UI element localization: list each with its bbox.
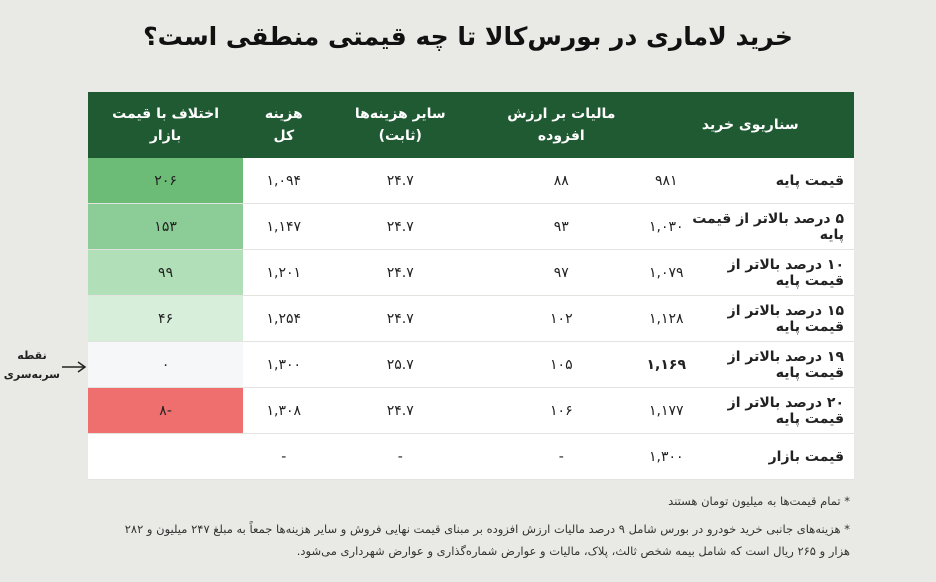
cell: - [476, 433, 647, 480]
header-cell: سناریوی خرید [646, 92, 854, 158]
row-label: ۵ درصد بالاتر از قیمت پایه [686, 203, 854, 250]
header-cell: مالیات بر ارزش افزوده [476, 92, 647, 158]
cell: - [324, 433, 477, 480]
table-header: سناریوی خرید مالیات بر ارزش افزوده سایر هز… [88, 92, 854, 158]
cell: ۱,۰۹۴ [243, 158, 325, 204]
row-label: قیمت پایه [686, 158, 854, 204]
table: سناریوی خرید مالیات بر ارزش افزوده سایر هز… [88, 92, 854, 480]
cell: ۲۴.۷ [324, 387, 477, 434]
cell: ۱۰۵ [476, 341, 647, 388]
cell: ۹۸۱ [646, 158, 686, 204]
row-label: ۱۵ درصد بالاتر از قیمت پایه [686, 295, 854, 342]
cell: ۲۴.۷ [324, 249, 477, 296]
header-cell: اختلاف با قیمت بازار [88, 92, 244, 158]
cell: ۱,۳۰۰ [646, 433, 686, 480]
cell: ۱,۲۵۴ [243, 295, 325, 342]
cell: ۲۴.۷ [324, 203, 477, 250]
header-cell: سایر هزینه‌ها (ثابت) [324, 92, 477, 158]
cell: ۱,۱۶۹ [646, 341, 686, 388]
table-body: قیمت پایه ۹۸۱ ۸۸ ۲۴.۷ ۱,۰۹۴ ۲۰۶ ۵ درصد بالاتر … [88, 158, 854, 480]
cell: ۱,۰۳۰ [646, 203, 686, 250]
table-row: قیمت پایه ۹۸۱ ۸۸ ۲۴.۷ ۱,۰۹۴ ۲۰۶ [88, 158, 854, 204]
table-row: ۱۹ درصد بالاتر از قیمت پایه ۱,۱۶۹ ۱۰۵ ۲۵.۷ ۱… [88, 341, 854, 388]
cell: ۰ [88, 341, 244, 388]
cell: ۲۰۶ [88, 158, 244, 204]
row-label: ۱۰ درصد بالاتر از قیمت پایه [686, 249, 854, 296]
cell: ۱,۲۰۱ [243, 249, 325, 296]
annotation: نقطه سربه‌سری [3, 349, 60, 381]
cell: -۸ [88, 387, 244, 434]
cell: ۲۵.۷ [324, 341, 477, 388]
row-label: ۲۰ درصد بالاتر از قیمت پایه [686, 387, 854, 434]
row-label: ۱۹ درصد بالاتر از قیمت پایه [686, 341, 854, 388]
annotation-arrow [62, 361, 87, 373]
cell: ۱,۱۲۸ [646, 295, 686, 342]
cell: ۹۷ [476, 249, 647, 296]
cell: ۹۳ [476, 203, 647, 250]
cell: ۱۰۲ [476, 295, 647, 342]
cell: ۲۴.۷ [324, 295, 477, 342]
cell: ۱,۳۰۸ [243, 387, 325, 434]
cell: ۱,۰۷۹ [646, 249, 686, 296]
empty-cell [88, 433, 244, 480]
table-row: ۲۰ درصد بالاتر از قیمت پایه ۱,۱۷۷ ۱۰۶ ۲۴.۷ ۱… [88, 387, 854, 434]
cell: ۲۴.۷ [324, 158, 477, 204]
cell: ۱,۱۴۷ [243, 203, 325, 250]
cell: ۱,۱۷۷ [646, 387, 686, 434]
table-row: قیمت بازار ۱,۳۰۰- - - [88, 433, 854, 480]
cell: ۱۰۶ [476, 387, 647, 434]
cell: ۴۶ [88, 295, 244, 342]
note: * تمام قیمت‌ها به میلیون تومان هستند [668, 494, 850, 508]
arrow-head [77, 361, 87, 373]
cell: ۱۵۳ [88, 203, 244, 250]
title: خرید لاماری در بورس‌کالا تا چه قیمتی منط… [143, 22, 793, 51]
row-label: قیمت بازار [686, 433, 854, 480]
header-row: سناریوی خرید مالیات بر ارزش افزوده سایر هز… [88, 92, 854, 158]
note: * هزینه‌های جانبی خرید خودرو در بورس شام… [124, 522, 850, 558]
table-row: ۱۰ درصد بالاتر از قیمت پایه ۱,۰۷۹ ۹۷ ۲۴.۷ ۱,… [88, 249, 854, 296]
header-cell: هزینه کل [243, 92, 325, 158]
cell: ۱,۳۰۰ [243, 341, 325, 388]
notes: * تمام قیمت‌ها به میلیون تومان هستند * هز… [110, 490, 850, 568]
cell: ۹۹ [88, 249, 244, 296]
table-row: ۵ درصد بالاتر از قیمت پایه ۱,۰۳۰ ۹۳ ۲۴.۷ ۱,۱… [88, 203, 854, 250]
cell: ۸۸ [476, 158, 647, 204]
table-row: ۱۵ درصد بالاتر از قیمت پایه ۱,۱۲۸ ۱۰۲ ۲۴.۷ ۱… [88, 295, 854, 342]
cell: - [243, 433, 325, 480]
